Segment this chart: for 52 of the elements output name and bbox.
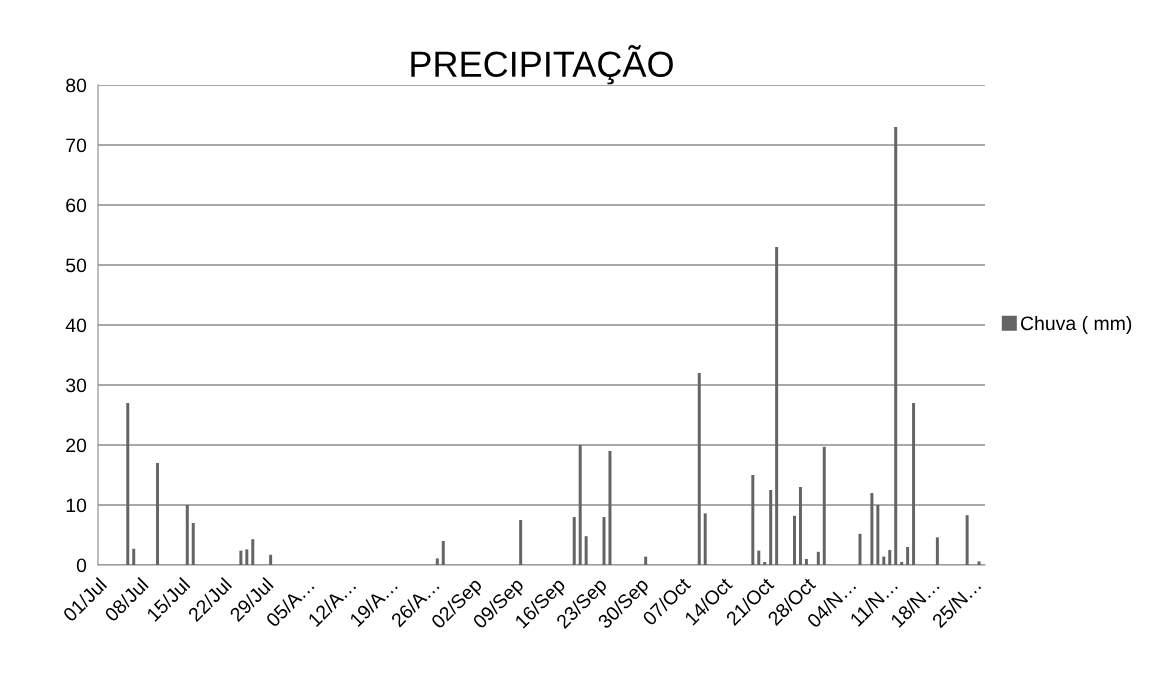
bar: [751, 475, 755, 565]
bar: [185, 505, 189, 565]
bar: [132, 548, 136, 565]
bar: [775, 247, 779, 565]
bar: [816, 551, 820, 565]
y-tick-label: 10: [66, 498, 87, 513]
bar: [584, 536, 588, 565]
bar: [251, 539, 255, 565]
bar: [519, 520, 523, 565]
bar: [763, 562, 767, 565]
y-tick-label: 80: [66, 78, 87, 93]
bar: [441, 541, 445, 565]
bar: [876, 505, 880, 565]
chart-title: PRECIPITAÇÃO: [411, 44, 673, 85]
bar: [572, 517, 576, 565]
bar: [977, 561, 981, 565]
y-tick-label: 60: [66, 198, 87, 213]
bar: [435, 558, 439, 565]
bar: [156, 463, 160, 565]
y-tick-label: 20: [66, 438, 87, 453]
bar: [697, 373, 701, 565]
bar: [965, 515, 969, 565]
bar: [191, 523, 195, 565]
y-tick-label: 70: [66, 138, 87, 153]
y-tick-label: 0: [76, 558, 87, 573]
bar: [888, 550, 892, 565]
bar: [608, 451, 612, 565]
bar: [769, 490, 773, 565]
bar: [757, 550, 761, 565]
bar: [894, 127, 898, 565]
bar: [269, 554, 273, 565]
y-tick-label: 40: [65, 318, 87, 333]
bar: [870, 493, 874, 565]
bar: [245, 549, 249, 565]
legend-label: Chuva ( mm): [1020, 315, 1132, 335]
bar: [882, 556, 886, 565]
bar: [798, 487, 802, 565]
bar: [912, 403, 916, 565]
bar: [906, 547, 910, 565]
bar: [935, 537, 939, 565]
bar: [703, 513, 707, 565]
bar: [793, 515, 796, 565]
bar: [578, 445, 582, 565]
bar: [804, 559, 808, 565]
bar: [858, 533, 862, 565]
bar: [126, 403, 130, 565]
bar: [900, 562, 904, 565]
bar: [239, 550, 243, 565]
y-tick-label: 30: [66, 378, 87, 393]
y-tick-label: 50: [66, 258, 87, 273]
bar: [644, 556, 648, 565]
bar: [822, 446, 826, 565]
